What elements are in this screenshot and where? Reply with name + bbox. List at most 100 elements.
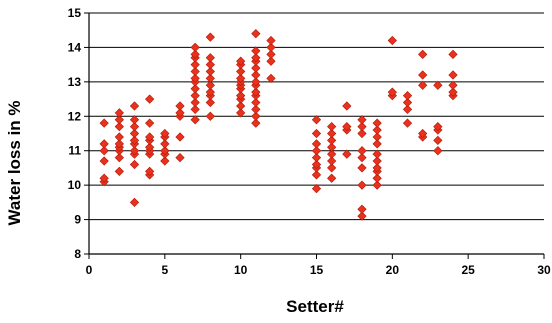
y-tick-label: 15	[68, 6, 82, 20]
data-point	[327, 156, 337, 166]
data-point	[99, 156, 109, 166]
data-point	[266, 35, 276, 46]
data-point	[160, 128, 170, 139]
data-point	[145, 166, 155, 176]
data-point	[372, 173, 382, 183]
data-point	[236, 66, 246, 77]
data-point	[418, 80, 428, 90]
data-point	[205, 111, 215, 121]
data-point	[433, 135, 443, 146]
data-point	[99, 146, 109, 156]
x-tick-label: 15	[310, 263, 324, 277]
data-point	[311, 115, 322, 125]
data-point	[448, 87, 458, 97]
data-point	[145, 132, 155, 142]
data-point	[205, 73, 215, 84]
data-point	[205, 60, 215, 70]
data-point	[327, 163, 337, 173]
data-point	[190, 42, 200, 53]
data-point	[372, 156, 382, 166]
data-point	[251, 77, 261, 87]
data-points	[99, 29, 458, 221]
data-point	[311, 146, 322, 156]
data-point	[251, 97, 261, 108]
data-point	[402, 97, 413, 108]
data-point	[357, 211, 367, 221]
x-tick-label: 30	[537, 263, 551, 277]
data-point	[372, 118, 382, 128]
data-point	[372, 163, 382, 173]
y-tick-label: 9	[74, 213, 81, 227]
data-point	[418, 49, 428, 59]
data-point	[433, 121, 443, 132]
data-point	[372, 132, 382, 142]
data-point	[327, 121, 337, 132]
y-tick-labels: 8 9 10 11 12 13 14 15	[68, 6, 82, 261]
data-point	[357, 152, 367, 163]
x-tick-label: 5	[161, 263, 168, 277]
data-point	[372, 139, 382, 149]
data-point	[99, 173, 109, 183]
data-point	[357, 146, 367, 156]
data-point	[129, 128, 140, 139]
data-point	[327, 142, 337, 152]
x-tick-label: 25	[461, 263, 475, 277]
data-point	[327, 128, 337, 139]
data-point	[160, 156, 170, 166]
data-point	[448, 49, 458, 59]
data-point	[236, 101, 246, 111]
data-point	[190, 84, 200, 94]
data-point	[205, 97, 215, 108]
y-tick-label: 11	[68, 144, 81, 158]
data-point	[236, 73, 246, 84]
data-point	[190, 91, 200, 101]
data-point	[190, 115, 200, 125]
data-point	[251, 87, 261, 97]
data-point	[251, 104, 261, 115]
data-point	[129, 101, 140, 111]
data-point	[433, 80, 443, 90]
data-point	[205, 66, 215, 77]
data-point	[129, 197, 140, 207]
data-point	[251, 118, 261, 128]
data-point	[175, 152, 185, 163]
data-point	[129, 159, 140, 170]
data-point	[145, 118, 155, 128]
data-point	[402, 118, 413, 128]
data-point	[129, 121, 140, 132]
data-point	[175, 101, 185, 111]
data-point	[342, 101, 352, 111]
data-point	[236, 108, 246, 118]
x-tick-label: 0	[86, 263, 93, 277]
data-point	[114, 152, 124, 163]
data-point	[160, 146, 170, 156]
data-point	[190, 49, 200, 59]
data-point	[175, 108, 185, 118]
data-point	[114, 115, 124, 125]
data-point	[448, 80, 458, 90]
y-axis-title: Water loss in %	[5, 100, 24, 225]
data-point	[433, 146, 443, 156]
data-point	[236, 56, 246, 66]
data-point	[372, 125, 382, 135]
y-tick-label: 14	[68, 40, 82, 54]
data-point	[251, 29, 261, 39]
data-point	[418, 70, 428, 80]
x-tick-label: 20	[386, 263, 400, 277]
y-tick-label: 13	[68, 75, 82, 89]
data-point	[190, 66, 200, 77]
data-point	[205, 87, 215, 97]
data-point	[190, 104, 200, 115]
data-point	[190, 73, 200, 84]
data-point	[402, 104, 413, 115]
data-point	[251, 53, 261, 63]
data-point	[327, 149, 337, 159]
data-point	[387, 35, 397, 46]
data-point	[266, 73, 276, 84]
data-point	[402, 91, 413, 101]
data-point	[99, 139, 109, 149]
data-point	[190, 97, 200, 108]
data-point	[266, 49, 276, 59]
data-point	[114, 121, 124, 132]
